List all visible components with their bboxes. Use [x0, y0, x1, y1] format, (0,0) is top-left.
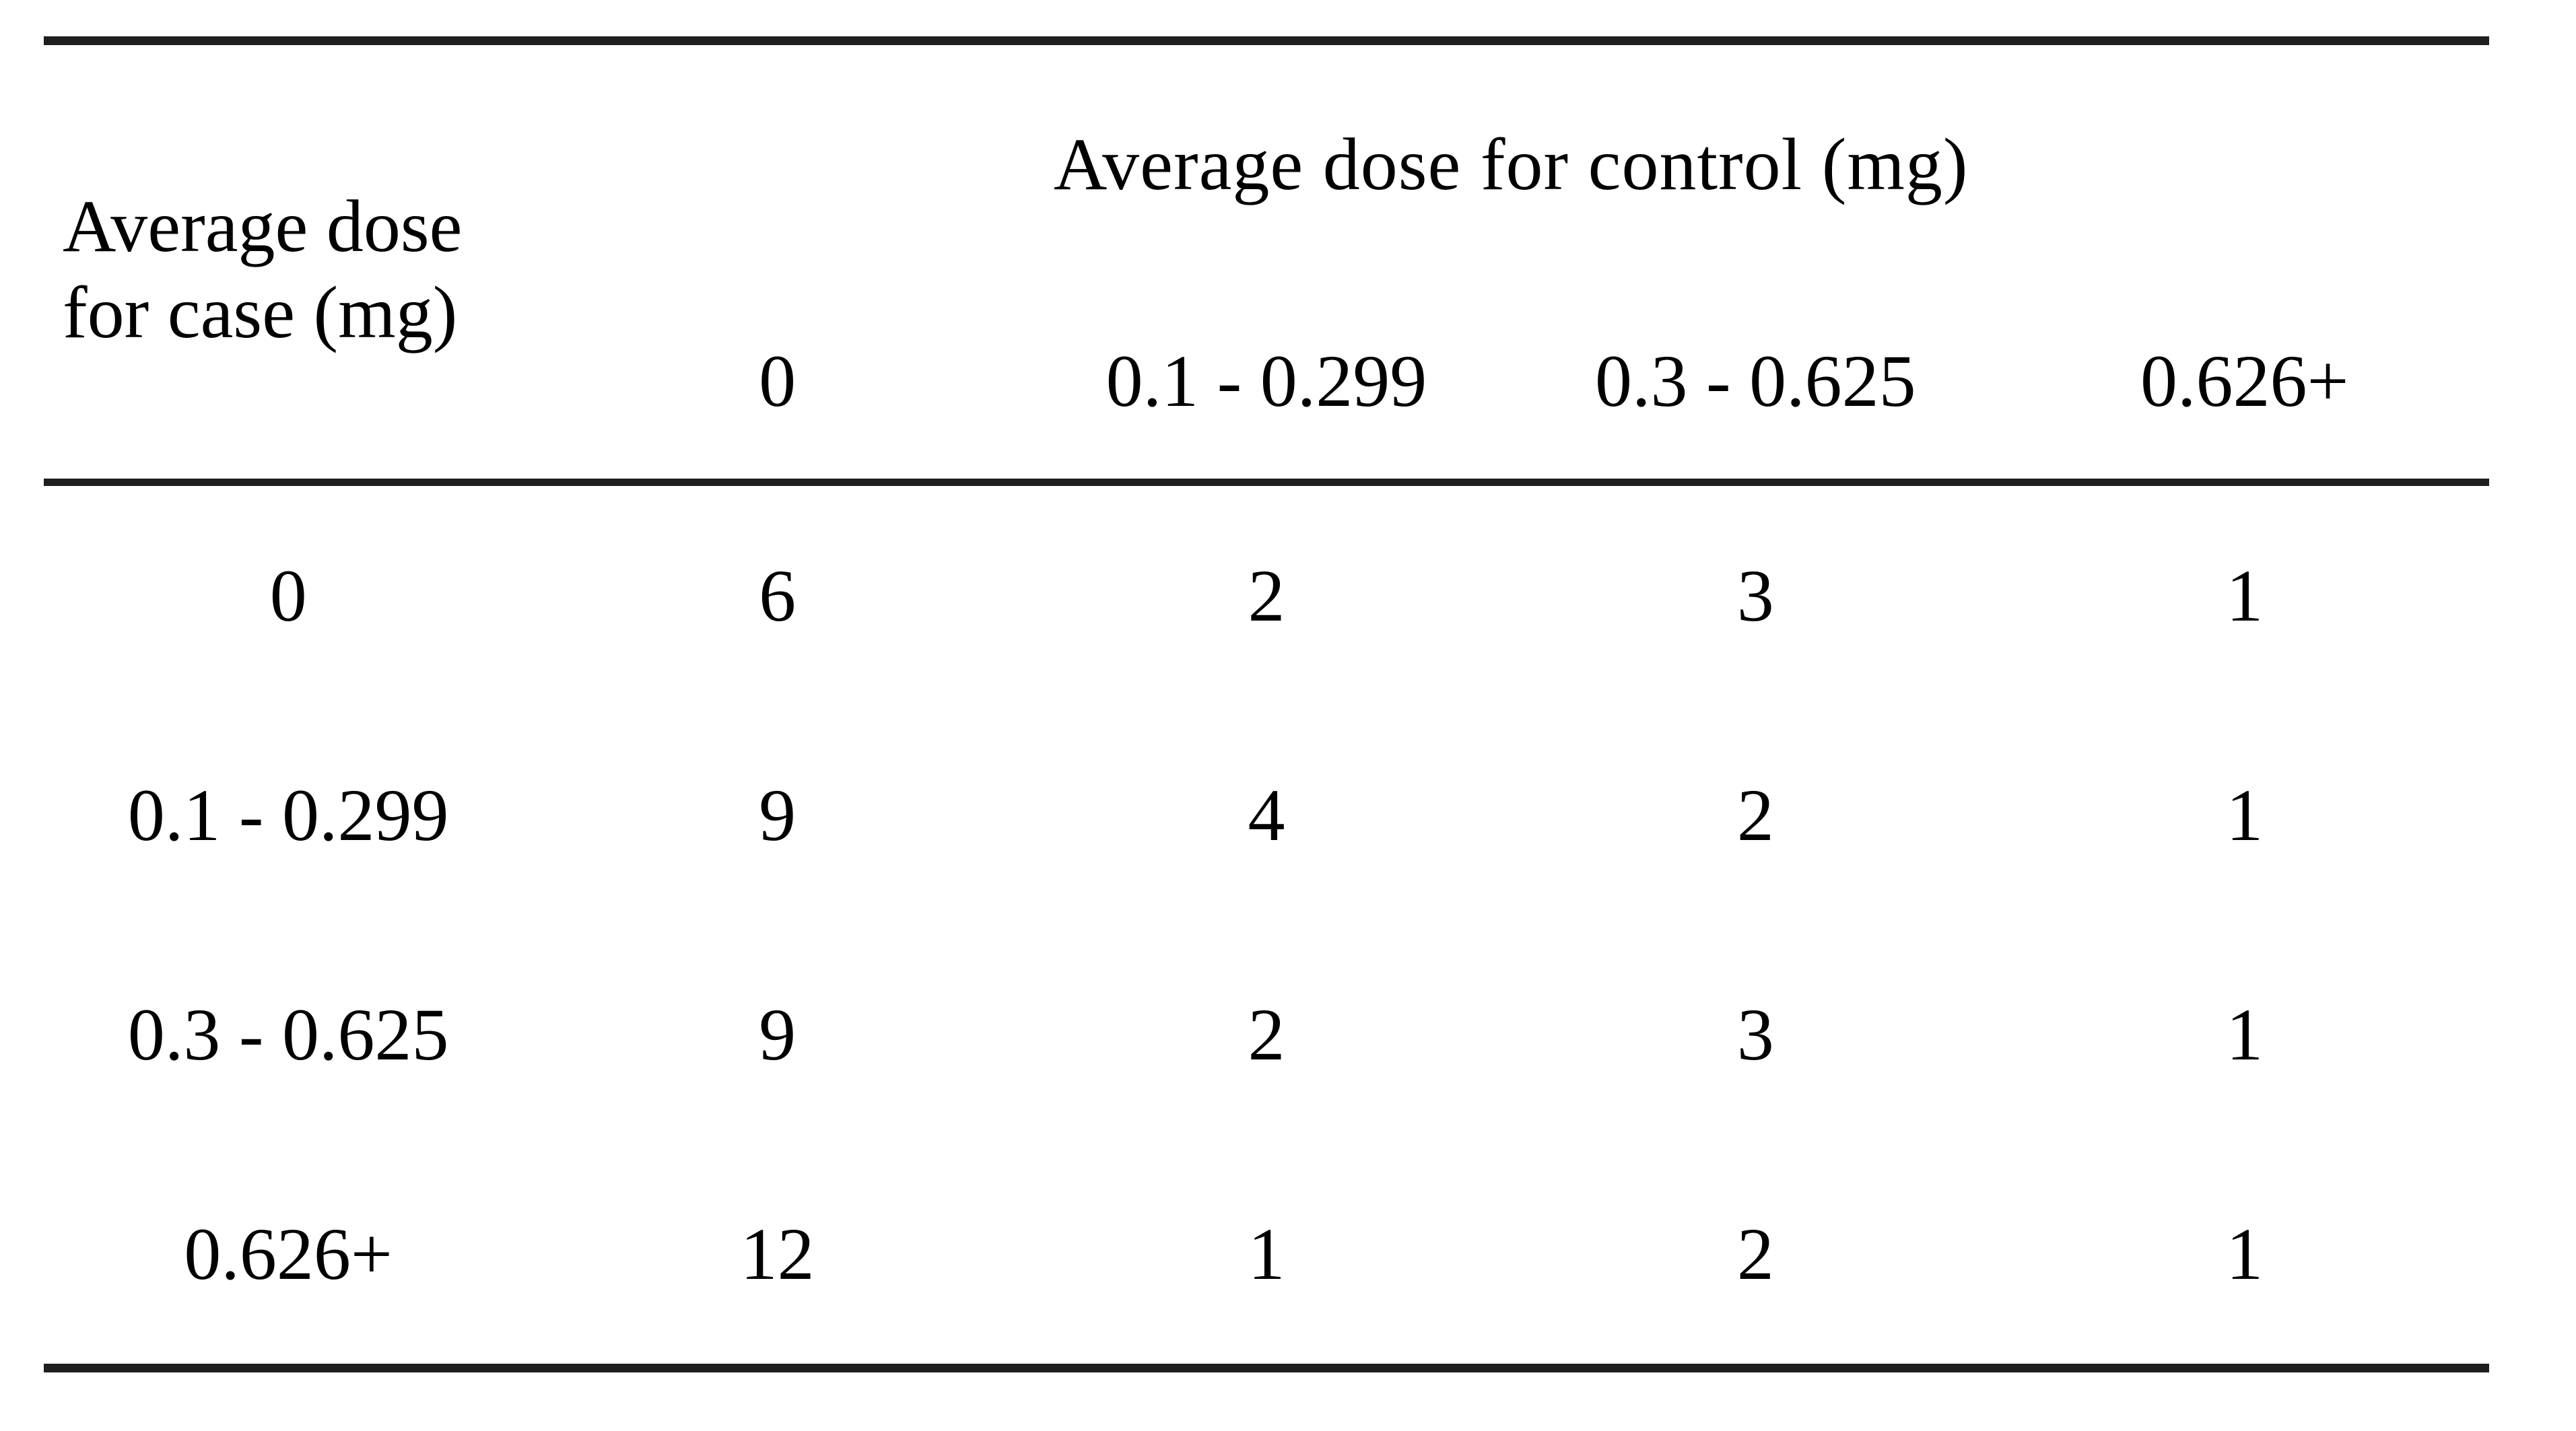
value-cell: 4 — [1248, 773, 1285, 856]
value-cell: 1 — [1248, 1212, 1285, 1295]
table-row: 0.1 - 0.299 9 4 2 1 — [44, 705, 2489, 925]
value-cell: 1 — [2226, 773, 2264, 856]
value-cell: 2 — [1248, 554, 1285, 637]
value-cell: 1 — [2226, 554, 2264, 637]
value-cell: 9 — [759, 993, 796, 1076]
value-cell: 2 — [1248, 993, 1285, 1076]
value-cell: 3 — [1736, 993, 1774, 1076]
col-axis-header: Average dose for control (mg) — [1053, 123, 1969, 205]
row-axis-label-line1: Average dose — [63, 185, 463, 267]
table-row: 0 6 2 3 1 — [44, 483, 2489, 706]
column-headers-row: 0 0.1 - 0.299 0.3 - 0.625 0.626+ — [44, 284, 2489, 483]
row-label: 0.3 - 0.625 — [127, 993, 449, 1076]
row-label: 0.626+ — [184, 1212, 393, 1295]
value-cell: 1 — [2226, 1212, 2264, 1295]
value-cell: 1 — [2226, 993, 2264, 1076]
dose-crosstab-table: Average dose for case (mg) Average dose … — [44, 36, 2489, 1372]
table-row: 0.626+ 12 1 2 1 — [44, 1144, 2489, 1368]
value-cell: 6 — [759, 554, 796, 637]
value-cell: 2 — [1736, 773, 1774, 856]
table-body: 0 6 2 3 1 0.1 - 0.299 9 4 2 1 0.3 - 0.62… — [44, 483, 2489, 1368]
table-header: Average dose for case (mg) Average dose … — [44, 41, 2489, 483]
value-cell: 12 — [740, 1212, 815, 1295]
row-label: 0 — [269, 554, 307, 637]
value-cell: 2 — [1736, 1212, 1774, 1295]
table-row: 0.3 - 0.625 9 2 3 1 — [44, 925, 2489, 1144]
col-header-0: 0 — [759, 340, 796, 422]
col-header-3: 0.626+ — [2140, 340, 2349, 422]
row-axis-header: Average dose for case (mg) — [44, 41, 533, 483]
axis-header-row: Average dose for case (mg) Average dose … — [44, 41, 2489, 353]
row-axis-label-line2: for case (mg) — [63, 271, 458, 353]
value-cell: 3 — [1736, 554, 1774, 637]
row-label: 0.1 - 0.299 — [127, 773, 449, 856]
value-cell: 9 — [759, 773, 796, 856]
col-header-2: 0.3 - 0.625 — [1595, 340, 1916, 422]
col-header-1: 0.1 - 0.299 — [1106, 340, 1427, 422]
